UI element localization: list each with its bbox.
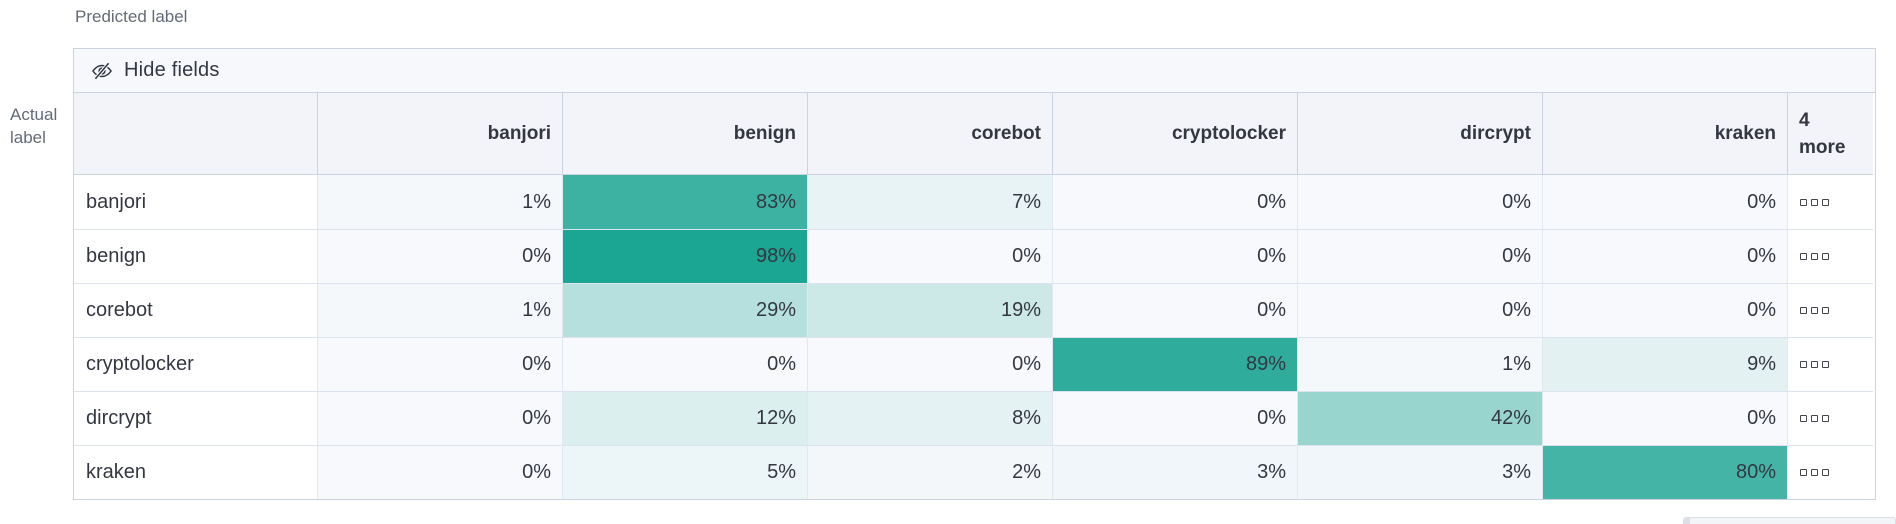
row-actions-button[interactable] [1800,307,1829,314]
matrix-cell-cryptolocker-corebot: 0% [807,337,1052,391]
boxes-horizontal-icon [1800,253,1829,260]
matrix-body: banjori 1% 83% 7% 0% 0% 0% benign 0% 98% 0% 0% 0% 0% c… [74,175,1875,499]
matrix-cell-corebot-corebot: 19% [807,283,1052,337]
matrix-cell-cryptolocker-cryptolocker: 89% [1052,337,1297,391]
matrix-cell-corebot-cryptolocker: 0% [1052,283,1297,337]
row-actions-button[interactable] [1800,469,1829,476]
matrix-cell-benign-cryptolocker: 0% [1052,229,1297,283]
matrix-cell-corebot-banjori: 1% [317,283,562,337]
matrix-cell-banjori-kraken: 0% [1542,175,1787,229]
row-actions-cell [1787,391,1873,445]
matrix-cell-banjori-dircrypt: 0% [1297,175,1542,229]
row-label-dircrypt: dircrypt [74,391,317,445]
column-header-benign[interactable]: benign [562,93,807,175]
boxes-horizontal-icon [1800,307,1829,314]
row-actions-cell [1787,337,1873,391]
matrix-cell-benign-dircrypt: 0% [1297,229,1542,283]
matrix-cell-dircrypt-corebot: 8% [807,391,1052,445]
row-actions-cell [1787,445,1873,499]
matrix-cell-dircrypt-benign: 12% [562,391,807,445]
boxes-horizontal-icon [1800,415,1829,422]
boxes-horizontal-icon [1800,469,1829,476]
matrix-cell-dircrypt-cryptolocker: 0% [1052,391,1297,445]
eye-closed-icon [91,60,113,82]
matrix-cell-banjori-banjori: 1% [317,175,562,229]
matrix-row-banjori: banjori 1% 83% 7% 0% 0% 0% [74,175,1875,229]
column-header-dircrypt[interactable]: dircrypt [1297,93,1542,175]
more-columns-label: more [1799,136,1846,158]
confusion-matrix-table: Hide fields banjori benign corebot cryptolo… [73,48,1876,500]
matrix-cell-banjori-cryptolocker: 0% [1052,175,1297,229]
row-label-corebot: corebot [74,283,317,337]
boxes-horizontal-icon [1800,198,1829,206]
column-header-corebot[interactable]: corebot [807,93,1052,175]
matrix-cell-banjori-benign: 83% [562,175,807,229]
row-actions-cell [1787,175,1873,229]
matrix-cell-dircrypt-dircrypt: 42% [1297,391,1542,445]
horizontal-scrollbar[interactable] [1683,517,1896,524]
actual-axis-label-line2: label [10,128,46,147]
hide-fields-label: Hide fields [124,59,220,81]
actual-axis-label: Actual label [10,103,57,149]
matrix-cell-kraken-benign: 5% [562,445,807,499]
matrix-row-benign: benign 0% 98% 0% 0% 0% 0% [74,229,1875,283]
matrix-cell-kraken-dircrypt: 3% [1297,445,1542,499]
matrix-cell-kraken-corebot: 2% [807,445,1052,499]
matrix-row-corebot: corebot 1% 29% 19% 0% 0% 0% [74,283,1875,337]
column-header-row: banjori benign corebot cryptolocker dircrypt… [74,93,1875,175]
row-label-benign: benign [74,229,317,283]
matrix-cell-benign-benign: 98% [562,229,807,283]
matrix-cell-kraken-cryptolocker: 3% [1052,445,1297,499]
matrix-row-kraken: kraken 0% 5% 2% 3% 3% 80% [74,445,1875,499]
column-header-kraken[interactable]: kraken [1542,93,1787,175]
row-actions-button[interactable] [1800,198,1829,206]
matrix-cell-corebot-benign: 29% [562,283,807,337]
row-actions-button[interactable] [1800,361,1829,368]
corner-header-cell [74,93,317,175]
matrix-cell-benign-banjori: 0% [317,229,562,283]
actual-axis-label-line1: Actual [10,105,58,124]
column-header-banjori[interactable]: banjori [317,93,562,175]
matrix-cell-kraken-banjori: 0% [317,445,562,499]
more-columns-count: 4 [1799,109,1810,131]
row-label-cryptolocker: cryptolocker [74,337,317,391]
hide-fields-button[interactable]: Hide fields [74,49,1875,93]
matrix-cell-dircrypt-kraken: 0% [1542,391,1787,445]
row-actions-button[interactable] [1800,253,1829,260]
row-actions-button[interactable] [1800,415,1829,422]
matrix-row-dircrypt: dircrypt 0% 12% 8% 0% 42% 0% [74,391,1875,445]
boxes-horizontal-icon [1800,361,1829,368]
matrix-cell-cryptolocker-dircrypt: 1% [1297,337,1542,391]
column-header-more[interactable]: 4 more [1787,93,1873,175]
matrix-cell-kraken-kraken: 80% [1542,445,1787,499]
matrix-cell-banjori-corebot: 7% [807,175,1052,229]
row-label-banjori: banjori [74,175,317,229]
matrix-cell-corebot-kraken: 0% [1542,283,1787,337]
column-header-cryptolocker[interactable]: cryptolocker [1052,93,1297,175]
matrix-cell-cryptolocker-benign: 0% [562,337,807,391]
matrix-row-cryptolocker: cryptolocker 0% 0% 0% 89% 1% 9% [74,337,1875,391]
row-actions-cell [1787,229,1873,283]
matrix-cell-corebot-dircrypt: 0% [1297,283,1542,337]
matrix-cell-cryptolocker-banjori: 0% [317,337,562,391]
row-actions-cell [1787,283,1873,337]
matrix-cell-benign-kraken: 0% [1542,229,1787,283]
predicted-axis-label: Predicted label [75,7,188,26]
row-label-kraken: kraken [74,445,317,499]
matrix-cell-dircrypt-banjori: 0% [317,391,562,445]
matrix-cell-cryptolocker-kraken: 9% [1542,337,1787,391]
matrix-cell-benign-corebot: 0% [807,229,1052,283]
